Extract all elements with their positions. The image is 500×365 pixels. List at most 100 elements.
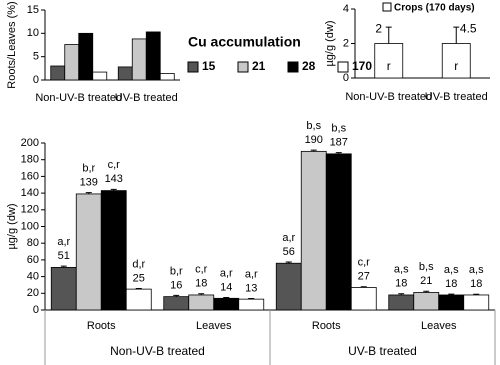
bar bbox=[441, 43, 471, 79]
error-bar bbox=[423, 290, 430, 293]
x-tick-label: Leaves bbox=[196, 320, 232, 332]
legend-label: 15 bbox=[202, 59, 216, 73]
legend-swatch bbox=[337, 61, 349, 73]
y-tick-label: 60 bbox=[27, 254, 39, 266]
legend-swatch bbox=[187, 61, 199, 73]
x-tick-label: Leaves bbox=[421, 320, 457, 332]
y-tick-label: 4 bbox=[343, 3, 349, 15]
data-label: 139 bbox=[80, 177, 98, 189]
bar bbox=[325, 153, 352, 311]
data-label: 18 bbox=[470, 278, 482, 290]
error-bar bbox=[335, 152, 342, 154]
data-label: 18 bbox=[445, 278, 457, 290]
y-tick-label: 180 bbox=[21, 154, 39, 166]
y-axis-label: Roots/Leaves (%) bbox=[6, 1, 18, 88]
annotation: 4.5 bbox=[460, 21, 477, 35]
bar bbox=[131, 38, 147, 81]
x-tick-label: Non-UV-B treated bbox=[345, 91, 432, 103]
error-bar bbox=[473, 293, 480, 295]
data-label: 56 bbox=[283, 246, 295, 258]
legend-title: Cu accumulation bbox=[188, 34, 301, 50]
y-axis-label: µg/g (dw) bbox=[6, 203, 18, 249]
data-label: 14 bbox=[220, 281, 232, 293]
significance-letters: a,r bbox=[245, 268, 258, 280]
y-axis-label: µg/g (dw) bbox=[324, 20, 336, 66]
error-bar bbox=[360, 286, 367, 288]
error-bar bbox=[285, 261, 292, 264]
significance-letters: b,r bbox=[82, 163, 95, 175]
y-tick-label: 40 bbox=[27, 271, 39, 283]
data-label: 187 bbox=[330, 137, 348, 149]
x-tick-label: Roots bbox=[312, 320, 341, 332]
x-tick-label: Roots bbox=[87, 320, 116, 332]
significance-letters: a,r bbox=[282, 232, 295, 244]
letter: r bbox=[454, 59, 458, 73]
data-label: 190 bbox=[305, 134, 323, 146]
error-bar bbox=[85, 192, 92, 194]
bar bbox=[117, 66, 133, 81]
bar bbox=[145, 31, 161, 81]
group-label: Non-UV-B treated bbox=[110, 344, 205, 358]
error-bar bbox=[448, 293, 455, 295]
bar bbox=[125, 288, 152, 311]
significance-letters: a,s bbox=[469, 264, 484, 276]
bar bbox=[188, 294, 215, 311]
y-tick-label: 200 bbox=[21, 137, 39, 149]
legend-swatch bbox=[287, 61, 299, 73]
bar bbox=[100, 190, 127, 311]
legend-swatch bbox=[237, 61, 249, 73]
y-tick-label: 15 bbox=[27, 4, 39, 16]
y-tick-label: 20 bbox=[27, 287, 39, 299]
bar bbox=[238, 298, 265, 311]
error-bar bbox=[385, 26, 392, 44]
error-bar bbox=[110, 188, 117, 191]
significance-letters: a,s bbox=[394, 264, 409, 276]
x-tick-label: UV-B treated bbox=[425, 91, 488, 103]
bar bbox=[300, 150, 327, 311]
y-tick-label: 140 bbox=[21, 187, 39, 199]
error-bar bbox=[173, 294, 180, 297]
y-tick-label: 10 bbox=[27, 27, 39, 39]
bar bbox=[159, 73, 175, 81]
x-tick-label: UV-B treated bbox=[115, 92, 178, 104]
letter: r bbox=[387, 59, 391, 73]
data-label: 16 bbox=[170, 279, 182, 291]
y-tick-label: 120 bbox=[21, 204, 39, 216]
y-tick-label: 5 bbox=[33, 51, 39, 63]
error-bar bbox=[398, 293, 405, 295]
error-bar bbox=[310, 149, 317, 152]
group-label: UV-B treated bbox=[348, 344, 417, 358]
error-bar bbox=[248, 297, 255, 300]
data-label: 143 bbox=[105, 173, 123, 185]
bar bbox=[413, 292, 440, 311]
legend-label: 21 bbox=[252, 59, 266, 73]
legend-label: 170 bbox=[352, 59, 372, 73]
y-tick-label: 80 bbox=[27, 237, 39, 249]
y-tick-label: 100 bbox=[21, 220, 39, 232]
y-tick-label: 0 bbox=[33, 304, 39, 316]
data-label: 18 bbox=[195, 278, 207, 290]
bar bbox=[50, 267, 77, 311]
error-bar bbox=[198, 293, 205, 295]
y-tick-label: 2 bbox=[343, 37, 349, 49]
bar bbox=[64, 44, 80, 81]
significance-letters: c,r bbox=[358, 257, 371, 269]
data-label: 25 bbox=[133, 272, 145, 284]
bar bbox=[75, 193, 102, 311]
data-label: 13 bbox=[245, 282, 257, 294]
error-bar bbox=[453, 26, 460, 44]
significance-letters: b,r bbox=[170, 265, 183, 277]
significance-letters: c,r bbox=[108, 159, 121, 171]
bar bbox=[388, 294, 415, 311]
significance-letters: a,r bbox=[57, 236, 70, 248]
y-tick-label: 0 bbox=[343, 72, 349, 84]
bar bbox=[350, 287, 377, 311]
data-label: 51 bbox=[58, 250, 70, 262]
bar bbox=[463, 294, 490, 311]
significance-letters: a,s bbox=[444, 264, 459, 276]
bar bbox=[92, 71, 108, 81]
x-tick-label: Non-UV-B treated bbox=[35, 92, 122, 104]
legend-swatch bbox=[382, 2, 392, 12]
significance-letters: b,s bbox=[419, 261, 434, 273]
